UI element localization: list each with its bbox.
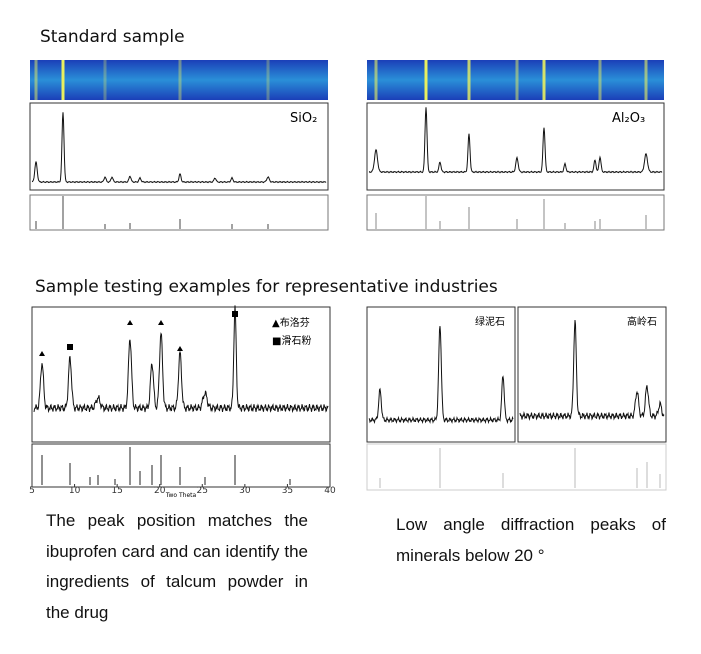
peak-marker <box>127 320 133 325</box>
peak-marker <box>158 320 164 325</box>
peak-marker <box>39 351 45 356</box>
pattern-box <box>517 306 667 443</box>
x-tick-label: 20 <box>154 486 166 496</box>
strip-line <box>598 60 602 100</box>
x-tick-label: 35 <box>282 486 293 496</box>
diffraction-curve <box>368 107 663 174</box>
stick-box <box>29 194 329 231</box>
pattern-box <box>31 306 331 443</box>
x-tick-label: 25 <box>197 486 208 496</box>
caption: The peak position matches the ibuprofen … <box>46 511 308 622</box>
x-tick-label: 5 <box>29 486 35 496</box>
stick-box <box>366 443 667 491</box>
strip-line <box>644 60 648 100</box>
strip-line <box>34 60 38 100</box>
x-tick-label: 10 <box>69 486 81 496</box>
pattern-box <box>366 102 665 191</box>
x-axis-label: Two Theta <box>165 492 197 499</box>
sample-label: SiO₂ <box>290 111 317 126</box>
pattern-box <box>29 102 329 191</box>
strip-line <box>266 60 270 100</box>
peak-marker <box>177 346 183 351</box>
stick-box <box>366 194 665 231</box>
strip-line <box>424 60 428 100</box>
x-tick-label: 40 <box>324 486 336 496</box>
caption: Low angle diffraction peaks of minerals … <box>396 515 666 565</box>
section-title: Standard sample <box>40 27 185 47</box>
x-tick-label: 15 <box>111 486 122 496</box>
diffraction-curve <box>519 319 665 422</box>
strip-line <box>374 60 378 100</box>
peak-marker <box>232 311 238 317</box>
strip-line <box>103 60 107 100</box>
diffraction-curve <box>368 326 514 425</box>
x-tick-label: 30 <box>239 486 251 496</box>
legend-item: ■滑石粉 <box>272 334 311 347</box>
pattern-box <box>366 306 516 443</box>
peak-marker <box>67 344 73 350</box>
diffraction-curve <box>33 305 329 414</box>
strip-line <box>542 60 546 100</box>
strip-line <box>515 60 519 100</box>
mineral-label: 绿泥石 <box>475 315 505 328</box>
diffraction-curve <box>31 112 327 184</box>
strip-line <box>178 60 182 100</box>
stick-box <box>31 443 331 488</box>
color-strip <box>30 60 328 100</box>
section-title: Sample testing examples for representati… <box>35 277 498 297</box>
strip-line <box>467 60 471 100</box>
legend-item: ▲布洛芬 <box>272 316 310 329</box>
sample-label: Al₂O₃ <box>612 111 645 126</box>
strip-line <box>61 60 65 100</box>
mineral-label: 高岭石 <box>627 315 657 328</box>
